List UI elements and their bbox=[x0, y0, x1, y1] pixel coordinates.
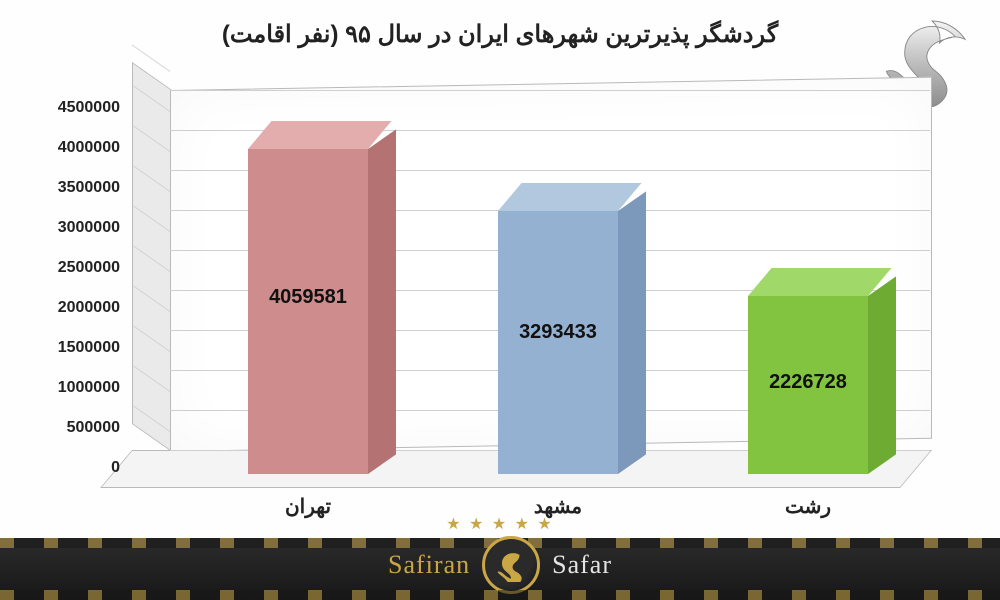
bar-top-face bbox=[748, 268, 891, 296]
bar-front-face bbox=[248, 149, 368, 474]
chart-wall-side bbox=[132, 62, 172, 452]
brand-medallion bbox=[482, 536, 540, 594]
bar-value-label: 4059581 bbox=[228, 286, 388, 309]
brand-center: ★ ★ ★ ★ ★ Safiran Safar bbox=[388, 536, 612, 594]
gridline bbox=[170, 90, 930, 91]
x-tick-label: تهران bbox=[285, 494, 331, 519]
y-tick-label: 0 bbox=[0, 459, 120, 477]
bar: 3293433 bbox=[498, 211, 618, 474]
stars-icon: ★ ★ ★ ★ ★ bbox=[446, 514, 554, 534]
y-tick-label: 500000 bbox=[0, 419, 120, 437]
y-tick-label: 2500000 bbox=[0, 259, 120, 277]
y-tick-label: 4500000 bbox=[0, 99, 120, 117]
bar: 2226728 bbox=[748, 296, 868, 474]
bar-chart: 0500000100000015000002000000250000030000… bbox=[50, 80, 950, 510]
bar-top-face bbox=[248, 121, 391, 149]
bar-value-label: 3293433 bbox=[478, 321, 638, 344]
bar-top-face bbox=[498, 183, 641, 211]
x-tick-label: رشت bbox=[785, 494, 831, 519]
brand-text-left: Safiran bbox=[388, 550, 470, 580]
chart-title: گردشگر پذیرترین شهرهای ایران در سال ۹۵ (… bbox=[0, 20, 1000, 49]
y-tick-label: 3000000 bbox=[0, 219, 120, 237]
brand-text-right: Safar bbox=[552, 550, 612, 580]
bar-value-label: 2226728 bbox=[728, 371, 888, 394]
bar: 4059581 bbox=[248, 149, 368, 474]
swan-icon bbox=[494, 548, 528, 582]
y-tick-label: 3500000 bbox=[0, 179, 120, 197]
y-tick-label: 4000000 bbox=[0, 139, 120, 157]
y-tick-label: 1000000 bbox=[0, 379, 120, 397]
y-tick-label: 2000000 bbox=[0, 299, 120, 317]
brand-band: ★ ★ ★ ★ ★ Safiran Safar bbox=[0, 538, 1000, 600]
y-tick-label: 1500000 bbox=[0, 339, 120, 357]
